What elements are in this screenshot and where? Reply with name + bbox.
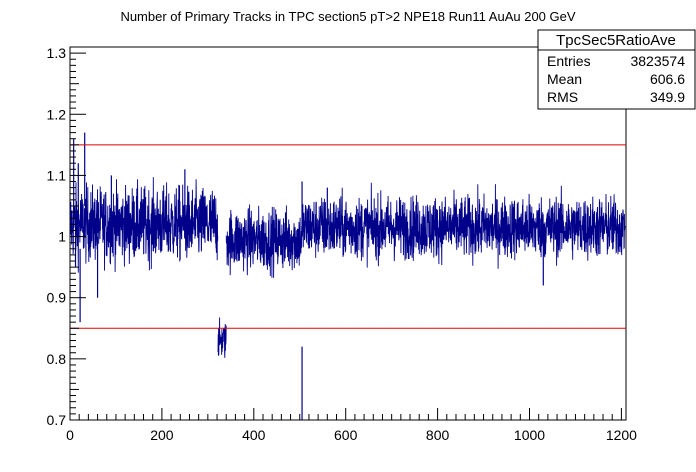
stats-rms-label: RMS — [547, 89, 578, 105]
plot-frame — [69, 46, 627, 421]
series-segment-2 — [225, 204, 303, 278]
series-segment-1 — [217, 317, 227, 358]
y-tick-label: 1 — [58, 229, 66, 245]
y-tick-label: 0.9 — [47, 290, 67, 306]
x-tick-label: 0 — [66, 427, 74, 443]
stats-entries-label: Entries — [547, 53, 591, 69]
x-tick-label: 800 — [426, 427, 450, 443]
x-tick-label: 1200 — [606, 427, 637, 443]
stats-box-frame — [537, 29, 696, 110]
x-axis: 0 200 400 600 800 1000 1200 — [66, 408, 637, 443]
stats-mean-value: 606.6 — [650, 71, 685, 87]
y-tick-label: 1.1 — [47, 167, 67, 183]
series-segment-0 — [69, 177, 219, 273]
x-tick-label: 400 — [242, 427, 266, 443]
stats-entries-value: 3823574 — [630, 53, 685, 69]
stats-rms-value: 349.9 — [650, 89, 685, 105]
series-segment-3 — [301, 182, 626, 269]
stats-mean-label: Mean — [547, 71, 582, 87]
y-tick-label: 1.3 — [47, 45, 67, 61]
x-tick-label: 600 — [334, 427, 358, 443]
data-series — [69, 132, 626, 420]
reference-lines — [70, 144, 626, 329]
y-tick-label: 0.8 — [47, 351, 67, 367]
y-tick-label: 1.2 — [47, 106, 67, 122]
y-tick-label: 0.7 — [47, 412, 67, 428]
x-tick-label: 1000 — [514, 427, 545, 443]
x-tick-label: 200 — [150, 427, 174, 443]
stats-box: TpcSec5RatioAve Entries 3823574 Mean 606… — [537, 29, 696, 110]
y-axis: 0.7 0.8 0.9 1 1.1 1.2 1.3 — [47, 45, 86, 428]
stats-box-name: TpcSec5RatioAve — [556, 32, 676, 49]
chart-title: Number of Primary Tracks in TPC section5… — [120, 9, 575, 24]
